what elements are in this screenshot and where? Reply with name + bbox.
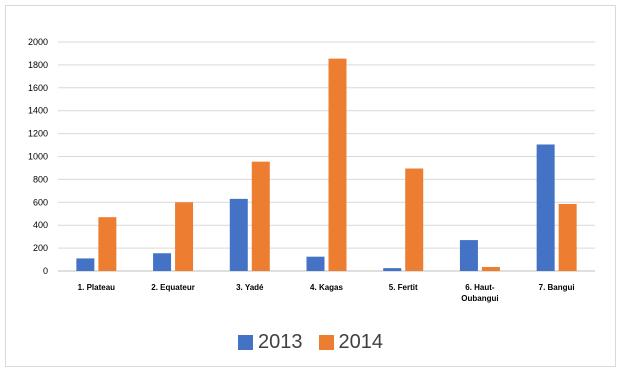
bar-2014 (481, 266, 500, 271)
legend-swatch-2014 (318, 335, 334, 350)
y-tick-label: 1000 (28, 152, 48, 162)
bar-2013 (459, 240, 478, 271)
x-category-label: 2. Equateur (151, 283, 195, 292)
bar-2013 (76, 258, 95, 271)
legend-item-2013: 2013 (238, 331, 303, 354)
x-category-label: 1. Plateau (78, 283, 115, 292)
y-tick-label: 800 (33, 174, 48, 184)
x-category-label: Oubangui (461, 294, 498, 303)
x-category-label: 6. Haut- (465, 283, 495, 292)
bar-2014 (98, 217, 117, 271)
legend-item-2014: 2014 (318, 331, 384, 354)
bar-2013 (383, 268, 402, 271)
y-tick-label: 1600 (28, 83, 48, 93)
bar-2013 (153, 253, 172, 271)
y-tick-label: 1800 (28, 60, 48, 70)
legend: 2013 2014 (0, 331, 621, 354)
y-tick-label: 400 (33, 220, 48, 230)
legend-label-2014: 2014 (338, 331, 384, 353)
y-tick-label: 1200 (28, 129, 48, 139)
y-tick-label: 0 (43, 266, 48, 276)
legend-label-2013: 2013 (258, 331, 303, 353)
y-tick-label: 2000 (28, 37, 48, 47)
gridlines (58, 41, 595, 272)
bar-2014 (175, 202, 194, 271)
y-tick-label: 600 (33, 197, 48, 207)
bar-2013 (229, 198, 248, 271)
bar-2013 (306, 256, 325, 271)
x-category-label: 4. Kagas (310, 283, 343, 292)
x-category-label: 5. Fertit (389, 283, 418, 292)
x-axis-categories: 1. Plateau 2. Equateur 3. Yadé 4. Kagas 5. F… (78, 283, 575, 303)
bar-2014 (405, 168, 424, 271)
y-tick-label: 1400 (28, 106, 48, 116)
bar-2013 (536, 144, 555, 271)
x-category-label: 7. Bangui (539, 283, 575, 292)
x-category-label: 3. Yadé (236, 283, 264, 292)
bar-2014 (558, 204, 577, 271)
bar-2014 (251, 161, 270, 271)
y-axis-ticks: 0 200 400 600 800 1000 1200 1400 1600 1800 2000 (28, 37, 48, 276)
bar-2014 (328, 58, 347, 271)
y-tick-label: 200 (33, 243, 48, 253)
legend-swatch-2013 (238, 335, 253, 350)
bars (76, 58, 577, 271)
